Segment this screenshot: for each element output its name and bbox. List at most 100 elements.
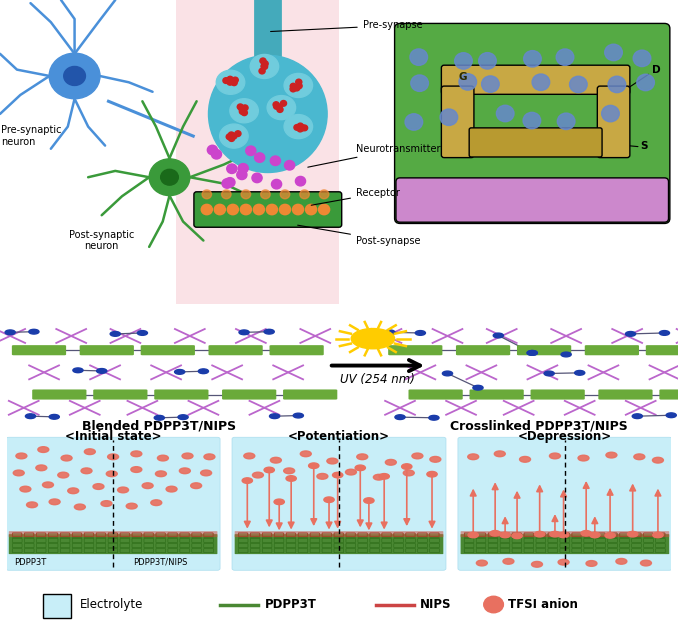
Circle shape — [260, 58, 266, 64]
Circle shape — [228, 135, 235, 141]
Circle shape — [523, 112, 540, 128]
Ellipse shape — [430, 456, 441, 462]
Circle shape — [273, 102, 279, 108]
FancyBboxPatch shape — [9, 534, 218, 554]
Circle shape — [666, 413, 677, 418]
FancyBboxPatch shape — [12, 345, 66, 355]
Circle shape — [481, 76, 499, 92]
Text: PDPP3T: PDPP3T — [264, 598, 317, 611]
Circle shape — [523, 51, 541, 67]
Ellipse shape — [61, 455, 72, 461]
Ellipse shape — [324, 497, 334, 503]
FancyBboxPatch shape — [395, 23, 670, 223]
Circle shape — [292, 204, 304, 215]
Ellipse shape — [108, 454, 119, 460]
Circle shape — [279, 204, 291, 215]
Ellipse shape — [68, 488, 79, 494]
Circle shape — [223, 78, 229, 84]
Ellipse shape — [558, 560, 569, 565]
Ellipse shape — [559, 532, 569, 538]
Circle shape — [271, 179, 281, 189]
Ellipse shape — [26, 502, 37, 508]
Circle shape — [96, 368, 106, 373]
Ellipse shape — [357, 454, 367, 460]
Circle shape — [319, 190, 329, 199]
Circle shape — [459, 73, 477, 90]
Circle shape — [227, 77, 233, 82]
Circle shape — [429, 415, 439, 420]
Ellipse shape — [230, 99, 258, 123]
Circle shape — [473, 385, 483, 390]
Ellipse shape — [385, 460, 397, 465]
Ellipse shape — [412, 453, 423, 459]
Circle shape — [137, 330, 148, 335]
Circle shape — [415, 330, 426, 335]
Circle shape — [28, 329, 39, 334]
Circle shape — [633, 50, 651, 66]
Ellipse shape — [267, 96, 296, 120]
Ellipse shape — [500, 532, 511, 538]
FancyBboxPatch shape — [584, 345, 639, 355]
Circle shape — [575, 370, 585, 375]
Circle shape — [527, 351, 537, 355]
Circle shape — [625, 332, 636, 336]
Circle shape — [237, 104, 243, 110]
Ellipse shape — [244, 453, 255, 459]
Circle shape — [241, 190, 251, 199]
Polygon shape — [176, 0, 339, 304]
Circle shape — [527, 351, 537, 355]
Ellipse shape — [503, 558, 514, 564]
Circle shape — [410, 49, 428, 65]
Circle shape — [306, 204, 317, 215]
Text: NIPS: NIPS — [420, 598, 452, 611]
Ellipse shape — [149, 159, 190, 196]
Circle shape — [294, 85, 300, 91]
Ellipse shape — [16, 453, 27, 459]
Text: TFSI anion: TFSI anion — [508, 598, 578, 611]
Circle shape — [227, 204, 239, 215]
Ellipse shape — [403, 470, 414, 476]
Ellipse shape — [201, 470, 212, 476]
Circle shape — [384, 330, 395, 335]
Circle shape — [411, 75, 428, 91]
FancyBboxPatch shape — [441, 86, 474, 158]
Circle shape — [155, 415, 165, 420]
Ellipse shape — [49, 53, 100, 99]
Circle shape — [296, 177, 306, 186]
Circle shape — [556, 49, 574, 65]
Ellipse shape — [250, 54, 279, 78]
Ellipse shape — [252, 472, 264, 478]
FancyBboxPatch shape — [32, 389, 86, 399]
FancyBboxPatch shape — [597, 86, 630, 158]
Ellipse shape — [477, 560, 487, 566]
Circle shape — [290, 84, 296, 89]
Ellipse shape — [274, 499, 284, 505]
Circle shape — [245, 146, 256, 156]
Circle shape — [201, 204, 212, 215]
Circle shape — [557, 113, 575, 130]
Circle shape — [659, 330, 670, 335]
Ellipse shape — [284, 115, 313, 139]
Circle shape — [261, 190, 270, 199]
Ellipse shape — [84, 449, 96, 454]
Circle shape — [254, 204, 264, 215]
Ellipse shape — [549, 453, 561, 459]
FancyBboxPatch shape — [469, 389, 523, 399]
Circle shape — [259, 68, 265, 74]
Ellipse shape — [286, 476, 296, 481]
FancyBboxPatch shape — [598, 389, 652, 399]
Circle shape — [544, 371, 555, 376]
Circle shape — [5, 330, 15, 335]
Ellipse shape — [401, 464, 412, 469]
Circle shape — [637, 74, 654, 91]
Circle shape — [296, 79, 302, 85]
Ellipse shape — [581, 530, 591, 536]
Ellipse shape — [379, 473, 389, 479]
Circle shape — [49, 415, 60, 419]
Ellipse shape — [117, 487, 129, 493]
FancyBboxPatch shape — [154, 389, 209, 399]
Circle shape — [252, 173, 262, 183]
FancyBboxPatch shape — [408, 389, 462, 399]
Ellipse shape — [126, 503, 137, 509]
FancyBboxPatch shape — [456, 345, 510, 355]
